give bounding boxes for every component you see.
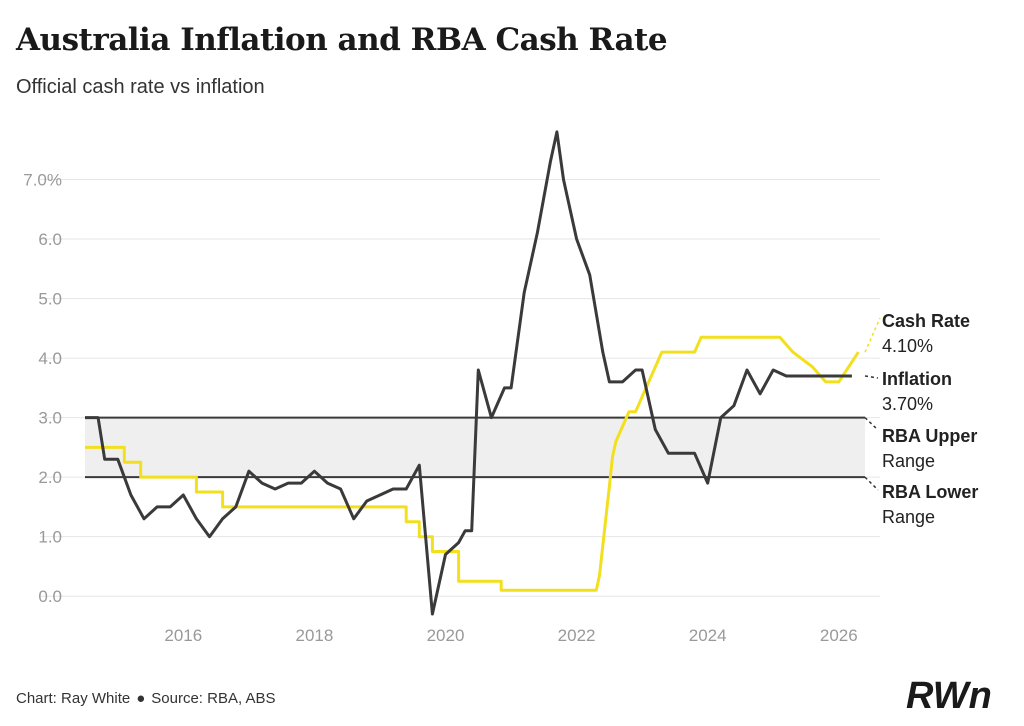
y-tick-label: 5.0 [38, 290, 62, 309]
x-tick-label: 2022 [558, 626, 596, 645]
y-tick-label: 6.0 [38, 230, 62, 249]
data-source: Source: RBA, ABS [151, 690, 276, 707]
separator-dot: ● [136, 690, 146, 707]
y-tick-label: 3.0 [38, 409, 62, 428]
y-tick-label: 7.0% [23, 171, 62, 190]
cash-rate-label-line1: Cash Rate [882, 311, 970, 331]
y-tick-label: 4.0 [38, 349, 62, 368]
rba-upper-leader [864, 417, 879, 431]
chart-credit: Chart: Ray White [16, 690, 131, 707]
cash-rate-leader [864, 317, 881, 353]
x-tick-label: 2016 [164, 626, 202, 645]
inflation-label-line1: Inflation [882, 369, 952, 389]
y-tick-label: 0.0 [38, 587, 62, 606]
inflation-line [85, 130, 852, 616]
x-tick-label: 2024 [689, 626, 727, 645]
chart-title: Australia Inflation and RBA Cash Rate [16, 22, 668, 58]
chart-subtitle: Official cash rate vs inflation [16, 76, 265, 98]
cash-rate-line [85, 335, 860, 592]
inflation-leader [864, 375, 879, 379]
chart-source: Chart: Ray White ● Source: RBA, ABS [16, 690, 276, 707]
rba-upper-label-line1: RBA Upper [882, 426, 977, 446]
rba-lower-leader [864, 476, 879, 491]
y-tick-label: 2.0 [38, 468, 62, 487]
logo-text: RWn [906, 675, 992, 716]
cash-rate-label-line2: 4.10% [882, 336, 933, 356]
x-tick-label: 2026 [820, 626, 858, 645]
ray-white-logo: RWn [906, 675, 992, 716]
y-tick-label: 1.0 [38, 528, 62, 547]
inflation-label-line2: 3.70% [882, 394, 933, 414]
x-tick-label: 2020 [427, 626, 465, 645]
rba-upper-label-line2: Range [882, 451, 935, 471]
x-tick-label: 2018 [295, 626, 333, 645]
rba-lower-label-line2: Range [882, 507, 935, 527]
rba-lower-label-line1: RBA Lower [882, 482, 978, 502]
